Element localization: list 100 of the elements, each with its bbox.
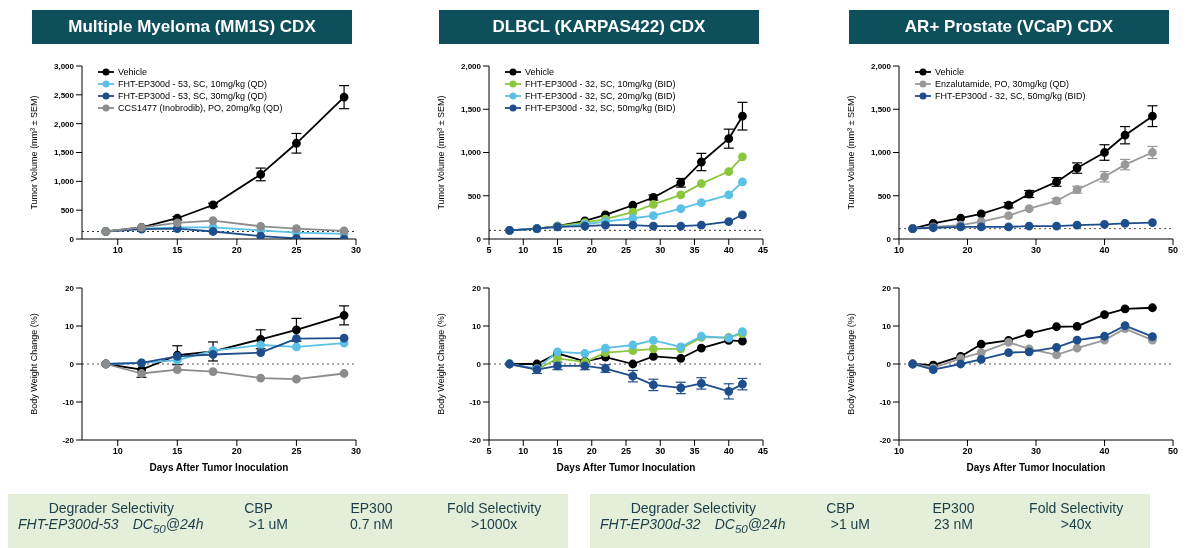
y-tick-label: 0	[69, 359, 75, 369]
y-tick-label: 0	[69, 234, 75, 244]
y-tick-label: 20	[65, 283, 75, 293]
x-tick-label: 20	[962, 446, 973, 457]
x-tick-label: 20	[231, 446, 242, 457]
x-tick-label: 45	[757, 446, 769, 457]
x-tick-label: 30	[1030, 245, 1042, 256]
x-tick-label: 10	[518, 446, 529, 457]
text: >1000x	[471, 516, 518, 532]
x-tick-label: 10	[893, 446, 905, 457]
x-tick-label: 50	[1167, 446, 1179, 457]
x-tick-label: 15	[172, 446, 183, 457]
y-tick-label: 1,000	[460, 148, 482, 158]
y-axis-title: Tumor Volume (mm³ ± SEM)	[846, 95, 857, 210]
y-tick-label: 10	[65, 321, 75, 331]
x-tick-label: 30	[655, 446, 666, 457]
x-tick-label: 40	[723, 446, 734, 457]
chart-title: AR+ Prostate (VCaP) CDX	[849, 10, 1169, 44]
text: 23 nM	[933, 516, 973, 532]
x-tick-label: 25	[620, 245, 632, 256]
y-tick-label: 0	[476, 359, 482, 369]
y-tick-label: 0	[886, 359, 892, 369]
legend-label: FHT-EP300d - 53, SC, 30mg/kg (QD)	[118, 90, 268, 102]
y-tick-label: 1,000	[53, 177, 75, 187]
x-axis-title: Days After Tumor Inoculation	[966, 462, 1106, 474]
text: Fold Selectivity	[1029, 500, 1124, 516]
text: EP300	[932, 500, 975, 516]
legend-label: FHT-EP300d - 32, SC, 50mg/kg (BID)	[525, 102, 676, 114]
y-tick-label: 20	[882, 283, 892, 293]
x-tick-label: 20	[586, 446, 597, 457]
text: >40x	[1060, 516, 1092, 532]
y-tick-label: 1,500	[460, 105, 482, 115]
y-tick-label: 500	[467, 191, 482, 201]
text: DC$_{50}$@24h	[714, 516, 786, 535]
x-tick-label: 30	[655, 245, 666, 256]
y-tick-label: 2,500	[53, 90, 75, 100]
y-tick-label: 500	[60, 206, 75, 216]
x-tick-label: 10	[518, 245, 529, 256]
y-tick-label: 10	[472, 321, 482, 331]
y-tick-label: -20	[62, 435, 75, 445]
legend-label: FHT-EP300d - 32, SC, 10mg/kg (BID)	[525, 78, 676, 90]
y-axis-title: Body Weight Change (%)	[436, 313, 447, 415]
text: EP300	[350, 500, 393, 516]
x-tick-label: 35	[689, 446, 700, 457]
x-tick-label: 30	[350, 446, 362, 457]
text: >1 uM	[248, 516, 289, 532]
x-tick-label: 40	[1099, 245, 1110, 256]
y-tick-label: -20	[469, 435, 482, 445]
y-tick-label: 1,500	[53, 148, 75, 158]
y-tick-label: 0	[476, 234, 482, 244]
x-tick-label: 15	[552, 446, 563, 457]
x-tick-label: 40	[1099, 446, 1110, 457]
text: 0.7 nM	[350, 516, 393, 532]
y-tick-label: 500	[877, 191, 892, 201]
y-tick-label: -10	[469, 397, 482, 407]
x-tick-label: 15	[172, 245, 183, 256]
x-tick-label: 5	[486, 446, 492, 457]
x-tick-label: 30	[350, 245, 362, 256]
x-tick-label: 40	[723, 245, 734, 256]
y-tick-label: -20	[879, 435, 892, 445]
text: FHT-EP300d-32	[600, 516, 701, 532]
y-axis-title: Tumor Volume (mm³ ± SEM)	[436, 95, 447, 210]
y-tick-label: 10	[882, 321, 892, 331]
x-axis-title: Days After Tumor Inoculation	[556, 462, 696, 474]
chart-title: DLBCL (KARPAS422) CDX	[439, 10, 759, 44]
legend-label: FHT-EP300d - 32, SC, 20mg/kg (BID)	[525, 90, 676, 102]
x-tick-label: 10	[112, 446, 123, 457]
y-axis-title: Tumor Volume (mm³ ± SEM)	[29, 95, 40, 210]
x-axis-title: Days After Tumor Inoculation	[149, 462, 289, 474]
x-tick-label: 10	[112, 245, 123, 256]
y-axis-title: Body Weight Change (%)	[846, 313, 857, 415]
x-tick-label: 45	[757, 245, 769, 256]
y-tick-label: 20	[472, 283, 482, 293]
y-tick-label: 3,000	[53, 61, 75, 71]
x-tick-label: 20	[231, 245, 242, 256]
x-tick-label: 5	[486, 245, 492, 256]
legend-label: Vehicle	[525, 66, 555, 78]
x-tick-label: 15	[552, 245, 563, 256]
y-tick-label: 2,000	[53, 119, 75, 129]
legend-label: FHT-EP300d - 32, SC, 50mg/kg (BID)	[935, 90, 1086, 102]
x-tick-label: 25	[291, 245, 302, 256]
y-tick-label: 0	[886, 234, 892, 244]
x-tick-label: 25	[620, 446, 632, 457]
x-tick-label: 10	[893, 245, 905, 256]
x-tick-label: 35	[689, 245, 700, 256]
x-tick-label: 20	[962, 245, 973, 256]
text: CBP	[244, 500, 273, 516]
legend-label: Vehicle	[118, 66, 148, 78]
x-tick-label: 30	[1030, 446, 1042, 457]
y-tick-label: 2,000	[460, 61, 482, 71]
legend-label: FHT-EP300d - 53, SC, 10mg/kg (QD)	[118, 78, 268, 90]
x-tick-label: 25	[291, 446, 302, 457]
y-tick-label: 2,000	[870, 61, 892, 71]
legend-label: CCS1477 (Inobrodib), PO, 20mg/kg (QD)	[118, 102, 283, 114]
text: Degrader Selectivity	[48, 500, 174, 516]
y-tick-label: -10	[62, 397, 75, 407]
y-tick-label: -10	[879, 397, 892, 407]
legend-label: Vehicle	[935, 66, 965, 78]
y-tick-label: 1,000	[870, 148, 892, 158]
text: >1 uM	[830, 516, 871, 532]
